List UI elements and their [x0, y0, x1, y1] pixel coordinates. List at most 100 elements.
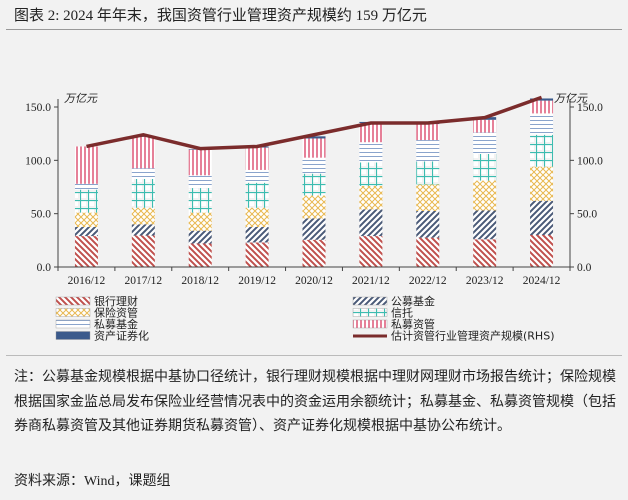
bar-segment-2-2021/12 — [359, 185, 383, 210]
bar-segment-3-2016/12 — [74, 189, 98, 213]
bar-segment-5-2018/12 — [188, 149, 212, 176]
bar-segment-2-2016/12 — [74, 212, 98, 227]
x-tick: 2024/12 — [523, 275, 561, 287]
bar-segment-3-2017/12 — [131, 179, 155, 208]
y-tick-left: 100.0 — [25, 155, 51, 167]
bar-segment-1-2019/12 — [245, 227, 269, 243]
y-tick-left: 0.0 — [37, 262, 52, 274]
y-tick-left: 150.0 — [25, 102, 51, 114]
title-divider — [6, 29, 622, 30]
bar-segment-3-2019/12 — [245, 182, 269, 208]
bar-segment-1-2016/12 — [74, 227, 98, 237]
bar-segment-4-2021/12 — [359, 142, 383, 163]
y-tick-right: 0.0 — [577, 262, 592, 274]
bar-segment-0-2023/12 — [473, 239, 497, 267]
legend-label: 信托 — [391, 306, 413, 320]
legend-label: 银行理财 — [94, 294, 138, 308]
bar-segment-0-2017/12 — [131, 235, 155, 267]
y-tick-right: 100.0 — [577, 155, 603, 167]
x-tick: 2022/12 — [409, 275, 447, 287]
legend-swatch — [55, 308, 91, 317]
bar-segment-4-2018/12 — [188, 175, 212, 189]
note-divider — [6, 355, 622, 356]
legend-swatch — [55, 296, 91, 306]
y-tick-right: 150.0 — [577, 102, 603, 114]
bar-segment-3-2023/12 — [473, 153, 497, 181]
chart-note: 注：公募基金规模根据中基协口径统计，银行理财规模根据中理财网理财市场报告统计；保… — [14, 370, 616, 434]
bar-segment-5-2017/12 — [131, 136, 155, 169]
stacked-bar-chart: 0.0 0.0 50.0 50.0 100.0 100.0 150.0 150.0 2016/1… — [25, 92, 603, 343]
bar-segment-4-2024/12 — [530, 113, 554, 135]
bar-segment-1-2017/12 — [131, 224, 155, 236]
line-series — [86, 95, 543, 151]
legend-label: 资产证券化 — [94, 329, 149, 343]
bar-segment-5-2021/12 — [359, 123, 383, 143]
bar-segment-0-2024/12 — [530, 235, 554, 267]
bar-segment-0-2022/12 — [416, 237, 440, 267]
x-tick: 2017/12 — [124, 275, 162, 287]
legend-label: 公募基金 — [391, 294, 435, 308]
bar-segment-3-2024/12 — [530, 134, 554, 167]
y-unit-left: 万亿元 — [64, 92, 98, 105]
bar-segment-1-2024/12 — [530, 200, 554, 235]
legend-swatch — [352, 296, 388, 306]
bar-segment-4-2023/12 — [473, 132, 497, 154]
bar-segment-6-2020/12 — [302, 136, 326, 139]
x-tick: 2021/12 — [352, 275, 390, 287]
legend-swatch — [353, 334, 387, 338]
bar-segment-2-2023/12 — [473, 180, 497, 211]
source-text: 资料来源：Wind，课题组 — [14, 474, 171, 489]
bar-segment-0-2016/12 — [74, 236, 98, 267]
bar-segment-5-2022/12 — [416, 124, 440, 141]
bar-segment-0-2018/12 — [188, 243, 212, 267]
bar-segment-2-2024/12 — [530, 166, 554, 201]
bar-segment-0-2021/12 — [359, 236, 383, 267]
bar-segment-1-2018/12 — [188, 230, 212, 244]
legend-swatch — [55, 319, 91, 329]
bar-segment-5-2024/12 — [530, 100, 554, 114]
legend-swatch — [55, 331, 91, 340]
bar-segment-5-2019/12 — [245, 147, 269, 170]
bar-segment-6-2024/12 — [530, 98, 554, 101]
x-tick: 2018/12 — [181, 275, 219, 287]
bar-segment-1-2023/12 — [473, 210, 497, 240]
y-unit-right: 万亿元 — [554, 92, 588, 105]
bar-segment-2-2017/12 — [131, 207, 155, 225]
legend-swatch — [352, 319, 388, 329]
bars — [74, 95, 554, 267]
x-tick: 2019/12 — [238, 275, 276, 287]
bar-segment-3-2021/12 — [359, 162, 383, 186]
bar-segment-2-2022/12 — [416, 184, 440, 211]
legend-label: 估计资管行业管理资产规模(RHS) — [391, 329, 554, 343]
bar-segment-4-2016/12 — [74, 183, 98, 190]
bar-segment-4-2019/12 — [245, 169, 269, 183]
bar-segment-4-2017/12 — [131, 168, 155, 179]
y-tick-left: 50.0 — [31, 209, 51, 221]
bar-segment-0-2020/12 — [302, 239, 326, 267]
legend-label: 私募基金 — [94, 317, 138, 331]
figure-title: 图表 2: 2024 年年末，我国资管行业管理资产规模约 159 万亿元 — [14, 8, 427, 24]
axes: 0.0 0.0 50.0 50.0 100.0 100.0 150.0 150.0 2016/1… — [25, 92, 603, 287]
bar-segment-5-2023/12 — [473, 119, 497, 133]
bar-segment-1-2021/12 — [359, 209, 383, 237]
bar-segment-0-2019/12 — [245, 242, 269, 267]
bar-segment-1-2020/12 — [302, 218, 326, 240]
bar-segment-5-2016/12 — [74, 146, 98, 184]
x-tick: 2016/12 — [68, 275, 106, 287]
bar-segment-6-2017/12 — [131, 136, 155, 137]
bar-segment-5-2020/12 — [302, 138, 326, 158]
bar-segment-4-2022/12 — [416, 140, 440, 162]
x-tick: 2020/12 — [295, 275, 333, 287]
y-tick-right: 50.0 — [577, 209, 597, 221]
bar-segment-1-2022/12 — [416, 211, 440, 238]
bar-segment-3-2018/12 — [188, 188, 212, 213]
bar-segment-2-2019/12 — [245, 207, 269, 227]
legend-label: 私募资管 — [391, 317, 435, 331]
bar-segment-2-2018/12 — [188, 212, 212, 231]
x-tick: 2023/12 — [466, 275, 504, 287]
bar-segment-4-2020/12 — [302, 157, 326, 174]
bar-segment-2-2020/12 — [302, 195, 326, 219]
bar-segment-3-2022/12 — [416, 161, 440, 185]
legend-label: 保险资管 — [94, 306, 138, 320]
